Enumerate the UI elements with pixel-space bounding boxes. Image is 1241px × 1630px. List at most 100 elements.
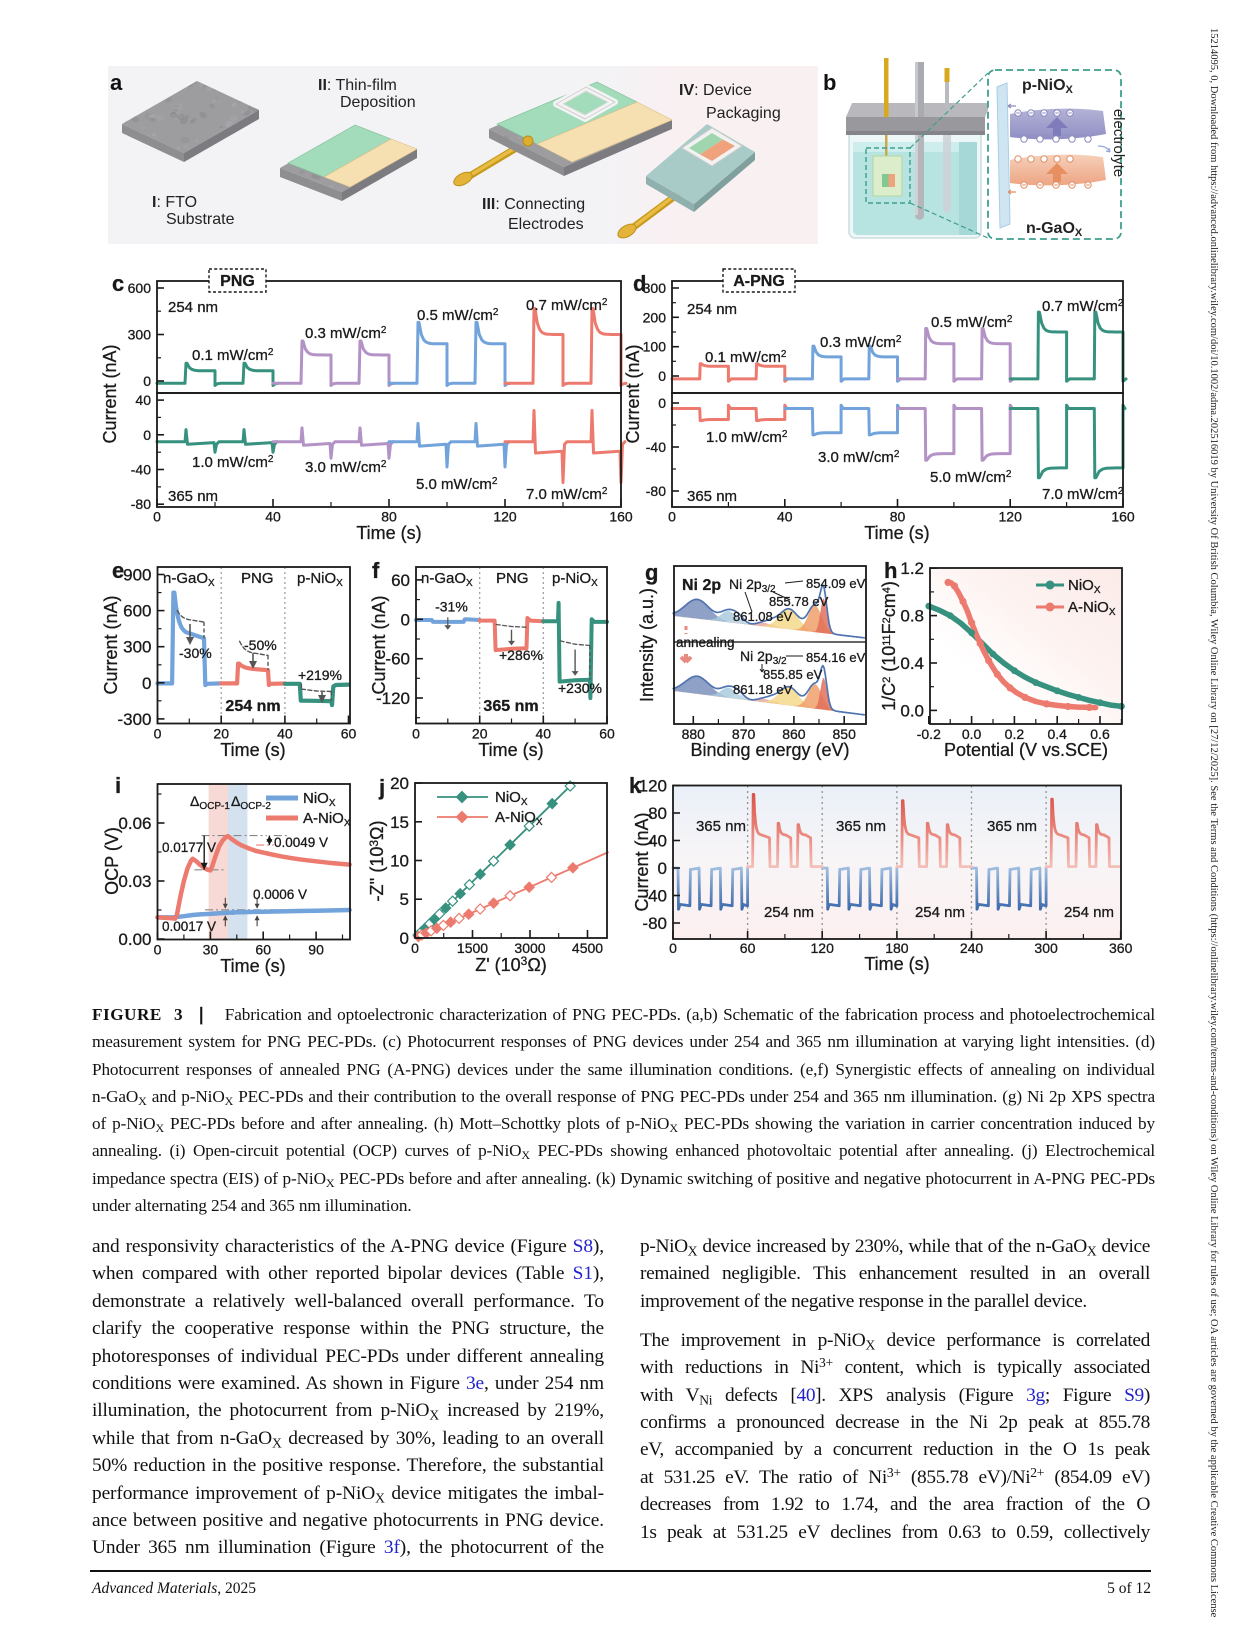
svg-text:Current (nA): Current (nA)	[101, 595, 121, 694]
svg-text:a: a	[110, 70, 123, 95]
svg-text:0.4: 0.4	[1047, 726, 1067, 742]
svg-text:k: k	[629, 773, 642, 798]
svg-text:365 nm: 365 nm	[836, 818, 886, 835]
svg-text:i: i	[115, 773, 121, 798]
svg-text:3.0 mW/cm2: 3.0 mW/cm2	[818, 449, 900, 466]
svg-text:0.00: 0.00	[118, 930, 151, 949]
svg-text:254 nm: 254 nm	[168, 299, 218, 316]
svg-text:0: 0	[143, 373, 151, 389]
svg-text:0.06: 0.06	[118, 814, 151, 833]
svg-text:Potential (V vs.SCE): Potential (V vs.SCE)	[944, 740, 1108, 760]
svg-text:254 nm: 254 nm	[915, 904, 965, 921]
svg-text:80: 80	[381, 509, 397, 525]
svg-text:e: e	[112, 558, 124, 583]
svg-text:+219%: +219%	[298, 667, 342, 683]
svg-text:-80: -80	[642, 914, 667, 933]
svg-text:-300: -300	[117, 710, 151, 729]
svg-text:0.3 mW/cm2: 0.3 mW/cm2	[820, 334, 902, 351]
svg-text:Time (s): Time (s)	[220, 740, 285, 760]
svg-text:c: c	[112, 271, 124, 296]
svg-text:850: 850	[833, 726, 857, 742]
svg-text:160: 160	[609, 509, 633, 525]
svg-text:h: h	[884, 558, 897, 583]
svg-text:1.0 mW/cm2: 1.0 mW/cm2	[192, 454, 274, 471]
svg-text:0: 0	[153, 509, 161, 525]
svg-text:300: 300	[1034, 940, 1058, 956]
svg-text:20: 20	[390, 774, 409, 793]
svg-text:7.0 mW/cm2: 7.0 mW/cm2	[526, 486, 608, 503]
svg-text:0: 0	[401, 610, 410, 629]
svg-text:III: Connecting: III: Connecting	[482, 196, 585, 213]
svg-text:0.0017 V: 0.0017 V	[162, 919, 216, 934]
svg-text:0.7 mW/cm2: 0.7 mW/cm2	[526, 297, 608, 314]
svg-text:40: 40	[648, 832, 667, 851]
svg-text:p-NiOX: p-NiOX	[297, 570, 343, 589]
svg-text:Ni 2p: Ni 2p	[682, 577, 721, 594]
svg-text:0.7 mW/cm2: 0.7 mW/cm2	[1042, 298, 1124, 315]
svg-text:3.0 mW/cm2: 3.0 mW/cm2	[305, 459, 387, 476]
svg-text:0.5 mW/cm2: 0.5 mW/cm2	[931, 314, 1013, 331]
svg-text:0: 0	[669, 940, 677, 956]
svg-text:j: j	[378, 775, 385, 800]
svg-text:n-GaOX: n-GaOX	[1026, 220, 1083, 239]
svg-text:300: 300	[643, 280, 667, 296]
svg-text:60: 60	[599, 726, 615, 742]
svg-text:-30%: -30%	[179, 645, 212, 661]
svg-text:Binding energy (eV): Binding energy (eV)	[690, 740, 849, 760]
svg-text:0.0: 0.0	[962, 726, 982, 742]
svg-text:254 nm: 254 nm	[1064, 904, 1114, 921]
svg-text:1.2: 1.2	[900, 559, 924, 578]
svg-text:+230%: +230%	[558, 680, 602, 696]
svg-text:Current (nA): Current (nA)	[632, 812, 652, 911]
svg-text:0: 0	[154, 942, 162, 958]
svg-text:NiOX: NiOX	[495, 789, 528, 808]
svg-text:Time (s): Time (s)	[356, 523, 421, 543]
svg-text:60: 60	[391, 571, 410, 590]
svg-text:p-NiOX: p-NiOX	[552, 570, 598, 589]
svg-text:365 nm: 365 nm	[696, 818, 746, 835]
svg-text:0: 0	[658, 368, 666, 384]
svg-text:-40: -40	[131, 462, 151, 478]
svg-text:0: 0	[412, 726, 420, 742]
svg-text:300: 300	[123, 638, 151, 657]
svg-text:900: 900	[123, 566, 151, 585]
svg-text:40: 40	[135, 392, 151, 408]
svg-text:Current (nA): Current (nA)	[623, 344, 643, 443]
svg-text:80: 80	[648, 804, 667, 823]
svg-text:0.3 mW/cm2: 0.3 mW/cm2	[305, 325, 387, 342]
svg-text:0.0: 0.0	[900, 701, 924, 720]
svg-text:0: 0	[400, 929, 409, 948]
svg-text:0: 0	[668, 509, 676, 525]
svg-text:Substrate: Substrate	[166, 211, 235, 228]
svg-text:0: 0	[142, 674, 151, 693]
svg-text:0: 0	[154, 726, 162, 742]
svg-text:365 nm: 365 nm	[687, 488, 737, 505]
svg-text:861.18 eV: 861.18 eV	[733, 682, 793, 697]
svg-text:40: 40	[536, 726, 552, 742]
svg-text:b: b	[823, 70, 836, 95]
svg-text:-0.2: -0.2	[917, 726, 941, 742]
svg-text:200: 200	[643, 309, 667, 325]
svg-text:0.0049 V: 0.0049 V	[274, 835, 328, 850]
svg-text:0.1 mW/cm2: 0.1 mW/cm2	[705, 349, 787, 366]
svg-text:254 nm: 254 nm	[225, 698, 280, 715]
svg-text:Ni 2p3/2: Ni 2p3/2	[740, 648, 787, 667]
svg-text:A-NiOX: A-NiOX	[1068, 599, 1116, 618]
svg-text:3000: 3000	[514, 940, 545, 956]
svg-text:I: FTO: I: FTO	[152, 194, 197, 211]
svg-text:Current (nA): Current (nA)	[369, 595, 389, 694]
svg-text:1.0 mW/cm2: 1.0 mW/cm2	[706, 429, 788, 446]
svg-text:Ni 2p3/2: Ni 2p3/2	[729, 576, 776, 595]
svg-text:7.0 mW/cm2: 7.0 mW/cm2	[1042, 486, 1124, 503]
svg-text:-Z'' (103Ω): -Z'' (103Ω)	[367, 820, 387, 901]
svg-text:60: 60	[740, 940, 756, 956]
svg-text:A-PNG: A-PNG	[733, 273, 785, 290]
svg-text:0: 0	[658, 859, 667, 878]
svg-text:600: 600	[128, 280, 152, 296]
svg-text:n-GaOX: n-GaOX	[421, 570, 473, 589]
svg-text:0.5 mW/cm2: 0.5 mW/cm2	[417, 307, 499, 324]
svg-text:254 nm: 254 nm	[764, 904, 814, 921]
svg-text:f: f	[372, 558, 380, 583]
svg-text:0.0006 V: 0.0006 V	[253, 887, 307, 902]
svg-text:Time (s): Time (s)	[864, 954, 929, 974]
